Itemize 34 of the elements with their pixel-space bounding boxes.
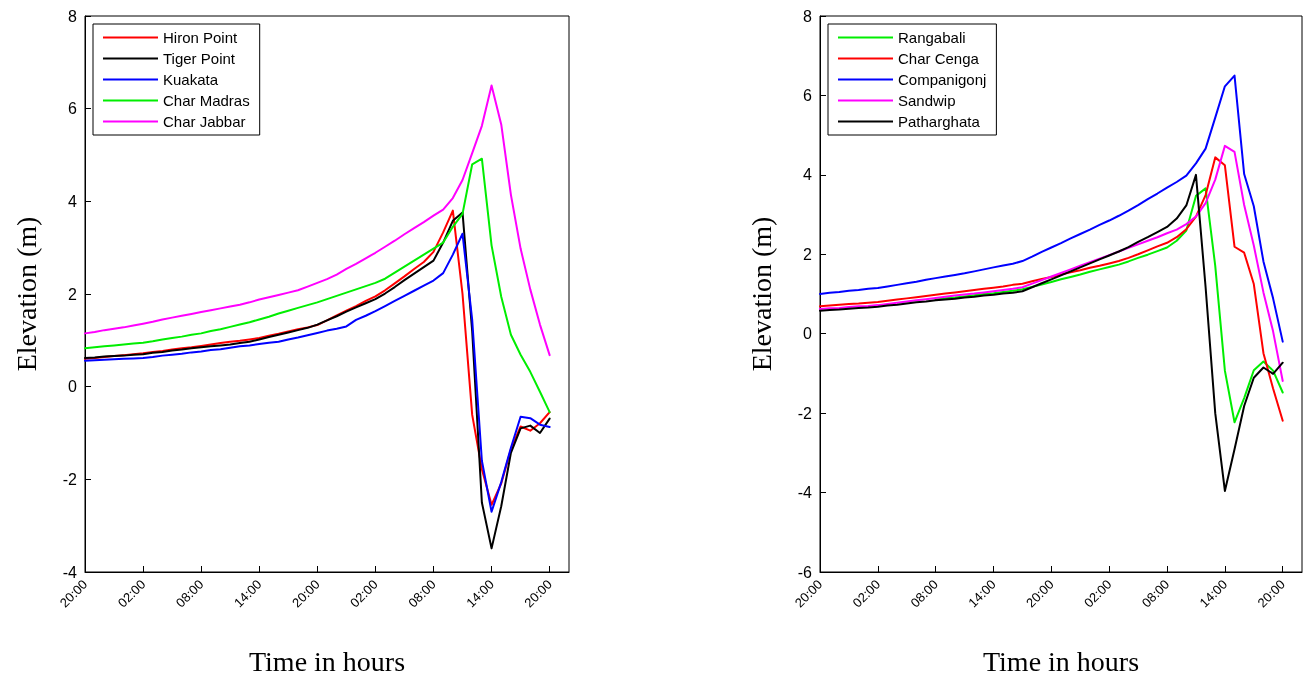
legend-label: Kuakata: [163, 71, 219, 88]
legend-label: Tiger Point: [163, 50, 236, 67]
x-axis-title: Time in hours: [982, 645, 1140, 677]
legend-label: Patharghata: [898, 113, 981, 130]
y-tick-label: -6: [797, 563, 813, 581]
line-series: [84, 157, 551, 414]
line-series: [819, 156, 1284, 422]
legend-label: Sandwip: [898, 92, 956, 109]
y-tick-label: -2: [62, 470, 78, 488]
y-tick-label: 6: [803, 86, 813, 104]
y-tick-label: 8: [68, 7, 78, 25]
y-tick-label: 0: [68, 378, 78, 396]
line-series: [84, 84, 551, 357]
line-series: [819, 74, 1284, 343]
x-axis-title: Time in hours: [248, 645, 406, 677]
legend-label: Hiron Point: [163, 29, 239, 46]
y-tick-label: 2: [803, 245, 813, 263]
y-tick-label: -4: [797, 484, 813, 502]
y-tick-label: 8: [803, 7, 813, 25]
y-axis-title: Elevation (m): [10, 216, 42, 372]
legend-label: Companigonj: [898, 71, 987, 88]
y-axis-title: Elevation (m): [745, 216, 777, 372]
legend-label: Rangabali: [898, 29, 966, 46]
legend-label: Char Madras: [163, 92, 250, 109]
y-tick-label: 2: [68, 285, 78, 303]
y-tick-label: 4: [803, 166, 813, 184]
line-series: [819, 144, 1284, 382]
y-tick-label: 0: [803, 325, 813, 343]
y-tick-label: 4: [68, 192, 78, 210]
legend-label: Char Jabbar: [163, 113, 246, 130]
y-tick-label: -4: [62, 563, 78, 581]
y-tick-label: 6: [68, 100, 78, 118]
y-tick-label: -2: [797, 404, 813, 422]
legend-label: Char Cenga: [898, 50, 980, 67]
